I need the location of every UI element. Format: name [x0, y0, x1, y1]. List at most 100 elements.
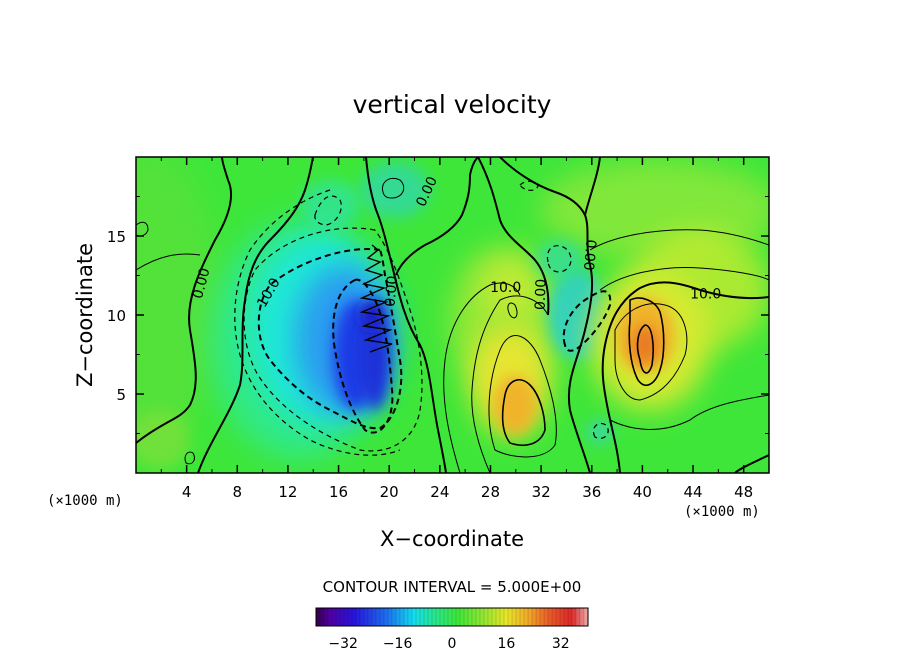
x-tick-label: 12	[278, 483, 297, 501]
y-axis-label: Z−coordinate	[73, 243, 97, 387]
colorbar-segment	[396, 608, 401, 626]
colorbar-segment	[572, 608, 577, 626]
colorbar-segment	[344, 608, 349, 626]
colorbar-segment	[384, 608, 389, 626]
x-tick-label: 32	[532, 483, 551, 501]
colorbar-segment	[356, 608, 361, 626]
colorbar-segment	[500, 608, 505, 626]
colorbar-segment	[484, 608, 489, 626]
colorbar-segment	[336, 608, 341, 626]
colorbar-segment	[504, 608, 509, 626]
colorbar-segment	[584, 608, 589, 626]
colorbar-tick-label: −32	[328, 636, 358, 652]
x-axis-label: X−coordinate	[380, 527, 524, 551]
contour-interval-text: CONTOUR INTERVAL = 5.000E+00	[323, 578, 582, 596]
colorbar-segment	[364, 608, 369, 626]
colorbar-segment	[560, 608, 565, 626]
colorbar-segment	[388, 608, 393, 626]
colorbar-segment	[412, 608, 417, 626]
colorbar-segment	[340, 608, 345, 626]
contour-label: 0.00	[190, 266, 214, 300]
colorbar-segment	[428, 608, 433, 626]
colorbar-segment	[460, 608, 465, 626]
colorbar-segment	[448, 608, 453, 626]
colorbar-segment	[580, 608, 585, 626]
colorbar-ticks: −32 −16 0 16 32	[328, 636, 569, 652]
colorbar-segment	[380, 608, 385, 626]
colorbar-segment	[456, 608, 461, 626]
colorbar-segment	[416, 608, 421, 626]
colorbar-frame	[315, 607, 589, 627]
colorbar-segment	[464, 608, 469, 626]
x-unit-left: (×1000 m)	[47, 493, 123, 509]
y-tick-label: 15	[107, 228, 126, 246]
colorbar-segment	[532, 608, 537, 626]
x-tick-label: 36	[582, 483, 601, 501]
colorbar-segment	[404, 608, 409, 626]
contour-label: 0.00	[580, 239, 599, 271]
colorbar-segment	[564, 608, 569, 626]
y-axis-ticks: 5 10 15	[107, 196, 769, 434]
colorbar-segment	[512, 608, 517, 626]
colorbar-segment	[508, 608, 513, 626]
colorbar-segment	[556, 608, 561, 626]
colorbar	[315, 607, 589, 627]
color-field	[136, 157, 769, 470]
colorbar-tick-label: −16	[383, 636, 413, 652]
colorbar-segment	[452, 608, 457, 626]
colorbar-segment	[360, 608, 365, 626]
colorbar-segment	[552, 608, 557, 626]
colorbar-segment	[376, 608, 381, 626]
colorbar-segment	[444, 608, 449, 626]
colorbar-segment	[516, 608, 521, 626]
colorbar-segment	[496, 608, 501, 626]
x-unit-right: (×1000 m)	[684, 504, 760, 520]
x-tick-label: 4	[182, 483, 192, 501]
colorbar-segment	[468, 608, 473, 626]
colorbar-segment	[352, 608, 357, 626]
x-tick-label: 28	[481, 483, 500, 501]
colorbar-segment	[440, 608, 445, 626]
x-tick-label: 20	[380, 483, 399, 501]
colorbar-segment	[472, 608, 477, 626]
colorbar-segment	[432, 608, 437, 626]
colorbar-segment	[524, 608, 529, 626]
colorbar-tick-label: 0	[448, 636, 457, 652]
colorbar-segment	[348, 608, 353, 626]
colorbar-segment	[480, 608, 485, 626]
contour-label: 10.0	[490, 280, 521, 296]
colorbar-tick-label: 16	[497, 636, 515, 652]
colorbar-segment	[576, 608, 581, 626]
colorbar-segment	[536, 608, 541, 626]
x-tick-label: 16	[329, 483, 348, 501]
colorbar-segment	[392, 608, 397, 626]
colorbar-segment	[400, 608, 405, 626]
chart-title: vertical velocity	[353, 90, 552, 119]
colorbar-segment	[528, 608, 533, 626]
colorbar-segment	[324, 608, 329, 626]
colorbar-segment	[540, 608, 545, 626]
colorbar-tick-label: 32	[552, 636, 570, 652]
x-tick-label: 8	[233, 483, 243, 501]
x-tick-label: 44	[683, 483, 702, 501]
colorbar-segment	[332, 608, 337, 626]
colorbar-segment	[424, 608, 429, 626]
colorbar-segment	[548, 608, 553, 626]
colorbar-segment	[436, 608, 441, 626]
contour-label: 10.0	[690, 286, 721, 302]
colorbar-segment	[368, 608, 373, 626]
colorbar-segment	[372, 608, 377, 626]
x-axis-ticks: 4 8 12 16 20 24 28 32 36 40 44 48	[160, 157, 753, 501]
y-tick-label: 10	[107, 307, 126, 325]
x-tick-label: 48	[734, 483, 753, 501]
colorbar-segment	[328, 608, 333, 626]
colorbar-segment	[320, 608, 325, 626]
contour-lines	[136, 157, 769, 473]
y-tick-label: 5	[116, 386, 126, 404]
colorbar-segment	[476, 608, 481, 626]
contour-label: 0.00	[382, 275, 401, 307]
colorbar-segment	[492, 608, 497, 626]
